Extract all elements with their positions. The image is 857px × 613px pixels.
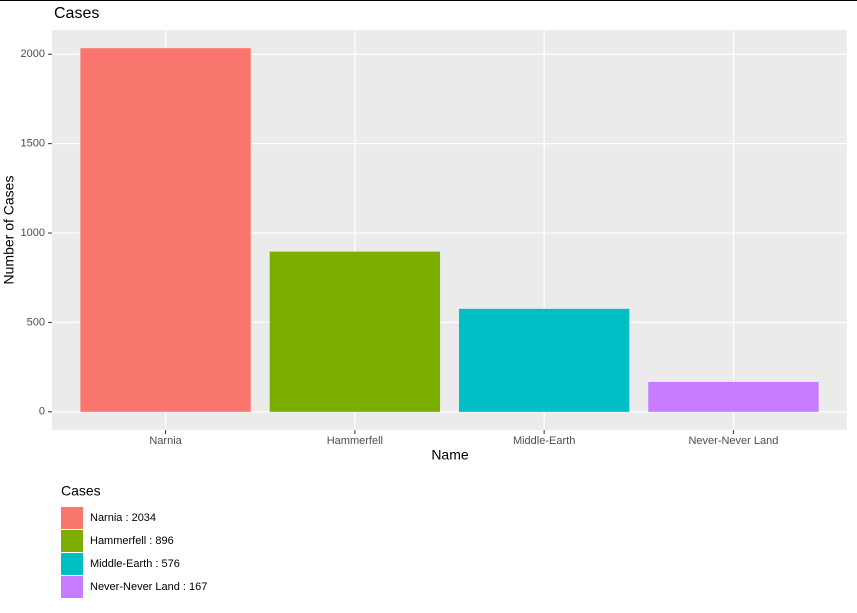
bar <box>80 48 251 412</box>
x-tick-label: Middle-Earth <box>513 435 575 447</box>
y-tick-label: 1500 <box>21 138 45 150</box>
x-axis-label: Name <box>431 447 469 463</box>
y-tick-label: 500 <box>27 316 45 328</box>
legend-title: Cases <box>61 483 101 499</box>
legend-key <box>61 530 83 552</box>
chart-title: Cases <box>54 5 99 22</box>
bar <box>648 381 819 412</box>
legend-label: Hammerfell : 896 <box>90 535 174 547</box>
legend-label: Narnia : 2034 <box>90 512 156 524</box>
y-tick-label: 1000 <box>21 227 45 239</box>
bar <box>269 251 441 412</box>
y-tick-label: 0 <box>39 406 45 418</box>
legend-key <box>61 507 83 529</box>
legend-label: Middle-Earth : 576 <box>90 558 180 570</box>
x-tick-label: Narnia <box>149 435 182 447</box>
y-tick-label: 2000 <box>21 48 45 60</box>
bar <box>458 308 630 412</box>
legend-key <box>61 553 83 575</box>
x-tick-label: Never-Never Land <box>688 435 778 447</box>
legend-key <box>61 576 83 598</box>
legend-label: Never-Never Land : 167 <box>90 581 207 593</box>
y-axis-label: Number of Cases <box>1 176 17 285</box>
x-tick-label: Hammerfell <box>327 435 383 447</box>
